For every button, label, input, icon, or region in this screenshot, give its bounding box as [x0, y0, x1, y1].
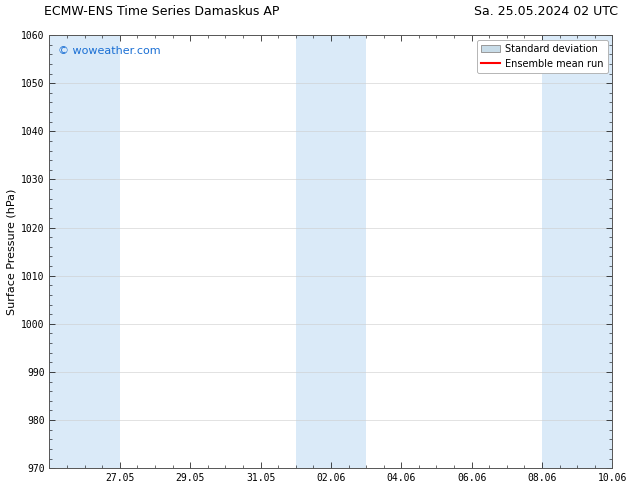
- Text: ECMW-ENS Time Series Damaskus AP: ECMW-ENS Time Series Damaskus AP: [44, 5, 279, 18]
- Legend: Standard deviation, Ensemble mean run: Standard deviation, Ensemble mean run: [477, 40, 607, 73]
- Text: Sa. 25.05.2024 02 UTC: Sa. 25.05.2024 02 UTC: [474, 5, 618, 18]
- Y-axis label: Surface Pressure (hPa): Surface Pressure (hPa): [7, 189, 17, 315]
- Bar: [295, 35, 366, 468]
- Bar: [49, 35, 120, 468]
- Bar: [542, 35, 612, 468]
- Text: © woweather.com: © woweather.com: [58, 46, 160, 56]
